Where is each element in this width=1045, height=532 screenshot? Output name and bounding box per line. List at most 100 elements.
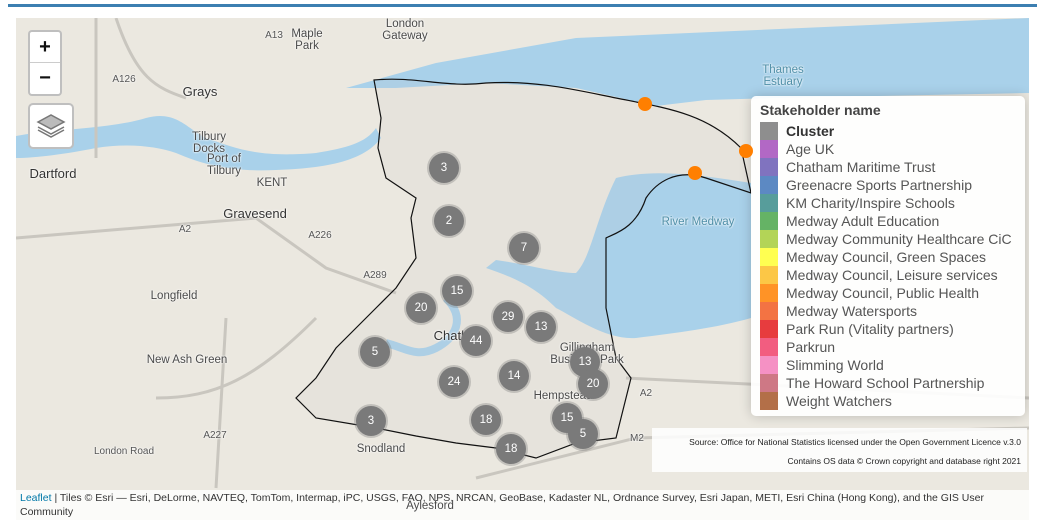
legend-label: Medway Council, Leisure services	[786, 267, 998, 283]
legend-swatch	[760, 302, 778, 320]
legend-item: Medway Community Healthcare CiC	[760, 230, 1020, 248]
road-label: A227	[203, 430, 227, 441]
cluster-marker[interactable]: 13	[526, 312, 556, 342]
river-medway	[384, 295, 461, 357]
stakeholder-marker[interactable]	[688, 166, 702, 180]
zoom-control: + −	[28, 30, 62, 96]
place-label: Dartford	[29, 166, 77, 181]
basemap	[16, 18, 1029, 489]
legend-swatch	[760, 320, 778, 338]
place-label: Maple Park	[291, 28, 323, 52]
legend-label: Medway Community Healthcare CiC	[786, 231, 1012, 247]
layers-icon	[36, 114, 66, 138]
cluster-marker[interactable]: 29	[493, 302, 523, 332]
legend-swatch	[760, 140, 778, 158]
place-label: London Gateway	[382, 18, 428, 42]
cluster-marker[interactable]: 7	[509, 233, 539, 263]
cluster-marker[interactable]: 5	[360, 337, 390, 367]
legend-label: Chatham Maritime Trust	[786, 159, 936, 175]
legend-item: Chatham Maritime Trust	[760, 158, 1020, 176]
map[interactable]: + − Stakeholder name Cluster Age UK Chatha…	[16, 18, 1029, 520]
place-label: Snodland	[356, 443, 406, 455]
cluster-marker[interactable]: 18	[496, 434, 526, 464]
legend-label: Weight Watchers	[786, 393, 892, 409]
legend-label: The Howard School Partnership	[786, 375, 985, 391]
legend-label: Parkrun	[786, 339, 836, 355]
thames	[16, 116, 381, 171]
road-label: A226	[308, 230, 332, 241]
legend-swatch	[760, 122, 778, 140]
medway-estuary	[486, 173, 751, 339]
zoom-in[interactable]: +	[30, 32, 60, 63]
cluster-marker[interactable]: 15	[442, 276, 472, 306]
cluster-marker[interactable]: 20	[578, 369, 608, 399]
leaflet-link[interactable]: Leaflet	[20, 492, 52, 504]
cluster-marker[interactable]: 18	[471, 405, 501, 435]
road-label: A289	[363, 270, 387, 281]
cluster-marker[interactable]: 24	[439, 367, 469, 397]
legend-item: Medway Adult Education	[760, 212, 1020, 230]
place-label: Aylesford	[406, 500, 454, 512]
road-label: A2	[639, 388, 653, 399]
place-label: New Ash Green	[146, 354, 228, 366]
place-label: Longfield	[150, 290, 198, 302]
cluster-marker[interactable]: 44	[461, 326, 491, 356]
legend-swatch	[760, 392, 778, 410]
legend: Stakeholder name Cluster Age UK Chatham Ma…	[751, 96, 1025, 416]
legend-label: KM Charity/Inspire Schools	[786, 195, 955, 211]
legend-swatch	[760, 176, 778, 194]
place-label: Port of Tilbury	[206, 153, 242, 177]
legend-item: Medway Council, Public Health	[760, 284, 1020, 302]
legend-item: Weight Watchers	[760, 392, 1020, 410]
legend-swatch	[760, 194, 778, 212]
legend-item: Medway Watersports	[760, 302, 1020, 320]
place-label: Tilbury Docks	[191, 131, 227, 155]
place-label: River Medway	[661, 216, 735, 228]
road-label: A126	[112, 74, 136, 85]
legend-item: Slimming World	[760, 356, 1020, 374]
legend-swatch	[760, 248, 778, 266]
place-label: KENT	[256, 177, 288, 189]
legend-swatch	[760, 338, 778, 356]
legend-label: Medway Council, Public Health	[786, 285, 979, 301]
attribution-text: | Tiles © Esri — Esri, DeLorme, NAVTEQ, …	[20, 492, 984, 518]
layers-button[interactable]	[28, 103, 74, 149]
road-label: M2	[630, 433, 644, 444]
legend-item: Greenacre Sports Partnership	[760, 176, 1020, 194]
legend-swatch	[760, 374, 778, 392]
legend-label: Park Run (Vitality partners)	[786, 321, 954, 337]
zoom-out[interactable]: −	[39, 67, 51, 89]
legend-swatch	[760, 230, 778, 248]
legend-item: Cluster	[760, 122, 1020, 140]
source-line: Contains OS data © Crown copyright and d…	[787, 456, 1021, 466]
cluster-marker[interactable]: 3	[356, 406, 386, 436]
estuary	[346, 18, 1029, 106]
legend-label: Age UK	[786, 141, 835, 157]
legend-label: Slimming World	[786, 357, 884, 373]
legend-item: Parkrun	[760, 338, 1020, 356]
legend-title: Stakeholder name	[760, 102, 881, 118]
top-rule	[8, 4, 1037, 7]
source-note: Source: Office for National Statistics l…	[652, 428, 1027, 472]
cluster-marker[interactable]: 20	[406, 293, 436, 323]
legend-label: Cluster	[786, 123, 835, 139]
legend-label: Medway Watersports	[786, 303, 917, 319]
legend-swatch	[760, 212, 778, 230]
stakeholder-marker[interactable]	[638, 97, 652, 111]
cluster-marker[interactable]: 3	[429, 153, 459, 183]
legend-item: Medway Council, Leisure services	[760, 266, 1020, 284]
land	[16, 18, 376, 128]
stakeholder-marker[interactable]	[739, 144, 753, 158]
source-line: Source: Office for National Statistics l…	[689, 437, 1021, 447]
place-label: Grays	[182, 84, 218, 99]
legend-item: Park Run (Vitality partners)	[760, 320, 1020, 338]
legend-label: Greenacre Sports Partnership	[786, 177, 972, 193]
cluster-marker[interactable]: 14	[499, 361, 529, 391]
road-label: A13	[265, 30, 283, 41]
legend-item: KM Charity/Inspire Schools	[760, 194, 1020, 212]
cluster-marker[interactable]: 5	[568, 419, 598, 449]
legend-item: Age UK	[760, 140, 1020, 158]
place-label: Gravesend	[223, 206, 287, 221]
cluster-marker[interactable]: 2	[434, 206, 464, 236]
